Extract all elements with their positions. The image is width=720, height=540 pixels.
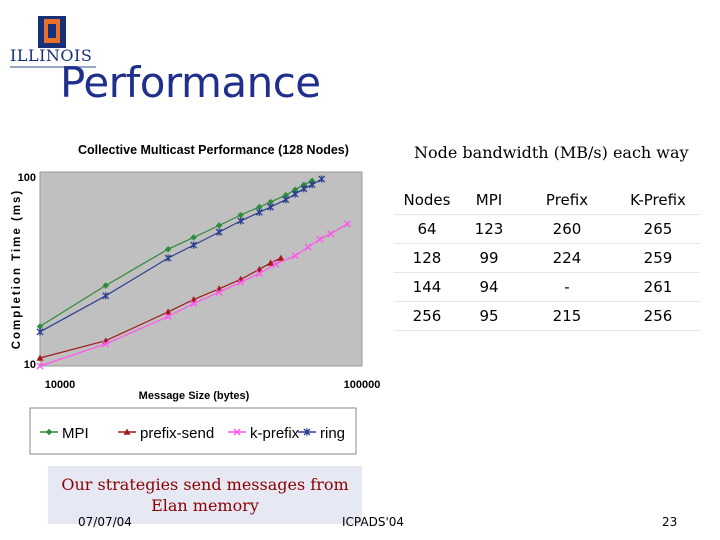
x-axis-label: Message Size (bytes)	[139, 390, 250, 402]
logo-wordmark: ILLINOIS	[10, 46, 93, 65]
data-point	[237, 211, 244, 219]
data-point	[272, 260, 280, 268]
data-point	[303, 428, 311, 436]
legend-label: k-prefix	[250, 425, 300, 442]
data-point	[215, 228, 223, 236]
data-point	[316, 235, 324, 243]
data-point	[291, 190, 299, 198]
data-point	[164, 246, 172, 253]
cell-nodes: 128	[394, 243, 460, 273]
data-point	[102, 292, 110, 300]
data-point	[36, 362, 44, 370]
data-point	[255, 208, 263, 216]
data-point	[102, 340, 110, 348]
bandwidth-table: Nodes MPI Prefix K-Prefix 64 123 260 265…	[394, 186, 700, 331]
data-point	[282, 191, 290, 199]
y-tick-label: 100	[18, 172, 36, 184]
header-nodes: Nodes	[394, 186, 460, 215]
data-point	[102, 282, 109, 289]
slide-title: Performance	[60, 58, 321, 107]
data-point	[300, 185, 308, 193]
cell-nodes: 64	[394, 214, 460, 244]
logo-underline	[10, 66, 96, 68]
cell-prefix: 260	[518, 214, 616, 244]
cell-prefix: 215	[518, 301, 616, 331]
data-point	[190, 241, 198, 249]
footer-page-number: 23	[662, 515, 678, 529]
data-point	[36, 323, 44, 330]
x-tick-label: 10000	[45, 379, 76, 391]
header-mpi: MPI	[460, 186, 518, 215]
cell-mpi: 99	[460, 243, 518, 273]
data-point	[267, 259, 275, 266]
data-point	[291, 186, 299, 193]
data-point	[255, 269, 263, 277]
cell-mpi: 95	[460, 301, 518, 331]
data-point	[304, 243, 312, 251]
data-point	[255, 265, 263, 273]
footer-date: 07/07/04	[78, 515, 132, 529]
footer-conference: ICPADS'04	[342, 515, 405, 529]
strategy-note: Our strategies send messages from Elan m…	[48, 466, 362, 524]
data-point	[215, 288, 223, 296]
cell-mpi: 94	[460, 272, 518, 302]
table-row: 144 94 - 261	[394, 272, 700, 302]
header-k-prefix: K-Prefix	[616, 186, 700, 215]
data-point	[267, 203, 275, 211]
data-point	[164, 254, 172, 262]
data-point	[343, 220, 351, 228]
data-point	[308, 181, 316, 189]
cell-nodes: 144	[394, 272, 460, 302]
table-row: 128 99 224 259	[394, 243, 700, 273]
data-point	[267, 198, 274, 206]
data-point	[123, 428, 131, 435]
data-point	[256, 203, 263, 211]
cell-k-prefix: 265	[616, 214, 700, 244]
data-point	[36, 328, 44, 336]
cell-prefix: -	[518, 272, 616, 302]
cell-mpi: 123	[460, 214, 518, 244]
x-tick-label: 100000	[344, 379, 381, 391]
data-point	[327, 230, 335, 238]
table-caption: Node bandwidth (MB/s) each way	[414, 143, 689, 162]
data-point	[164, 312, 172, 320]
shield-icon	[38, 16, 66, 48]
header-prefix: Prefix	[518, 186, 616, 215]
data-point	[237, 278, 245, 286]
cell-k-prefix: 261	[616, 272, 700, 302]
cell-k-prefix: 259	[616, 243, 700, 273]
university-logo: ILLINOIS	[8, 14, 98, 70]
data-point	[233, 428, 241, 436]
data-point	[291, 252, 299, 260]
data-point	[282, 196, 290, 204]
legend-label: prefix-send	[140, 425, 214, 442]
cell-prefix: 224	[518, 243, 616, 273]
legend-label: ring	[320, 425, 345, 442]
chart-title: Collective Multicast Performance (128 No…	[78, 143, 349, 157]
data-point	[318, 175, 326, 183]
legend-box	[29, 407, 357, 455]
table-row: 256 95 215 256	[394, 301, 700, 331]
y-axis-label: Completion Time (ms)	[11, 189, 23, 350]
table-header-row: Nodes MPI Prefix K-Prefix	[394, 186, 700, 215]
data-point	[45, 428, 53, 436]
plot-area	[39, 171, 363, 367]
data-point	[277, 254, 285, 261]
data-point	[215, 222, 223, 229]
table-row: 64 123 260 265	[394, 214, 700, 244]
data-point	[237, 217, 245, 225]
data-point	[190, 234, 197, 241]
cell-k-prefix: 256	[616, 301, 700, 331]
legend-label: MPI	[62, 425, 89, 442]
data-point	[164, 308, 172, 315]
data-point	[190, 299, 198, 307]
cell-nodes: 256	[394, 301, 460, 331]
data-point	[36, 354, 44, 361]
y-tick-label: 10	[24, 359, 36, 371]
